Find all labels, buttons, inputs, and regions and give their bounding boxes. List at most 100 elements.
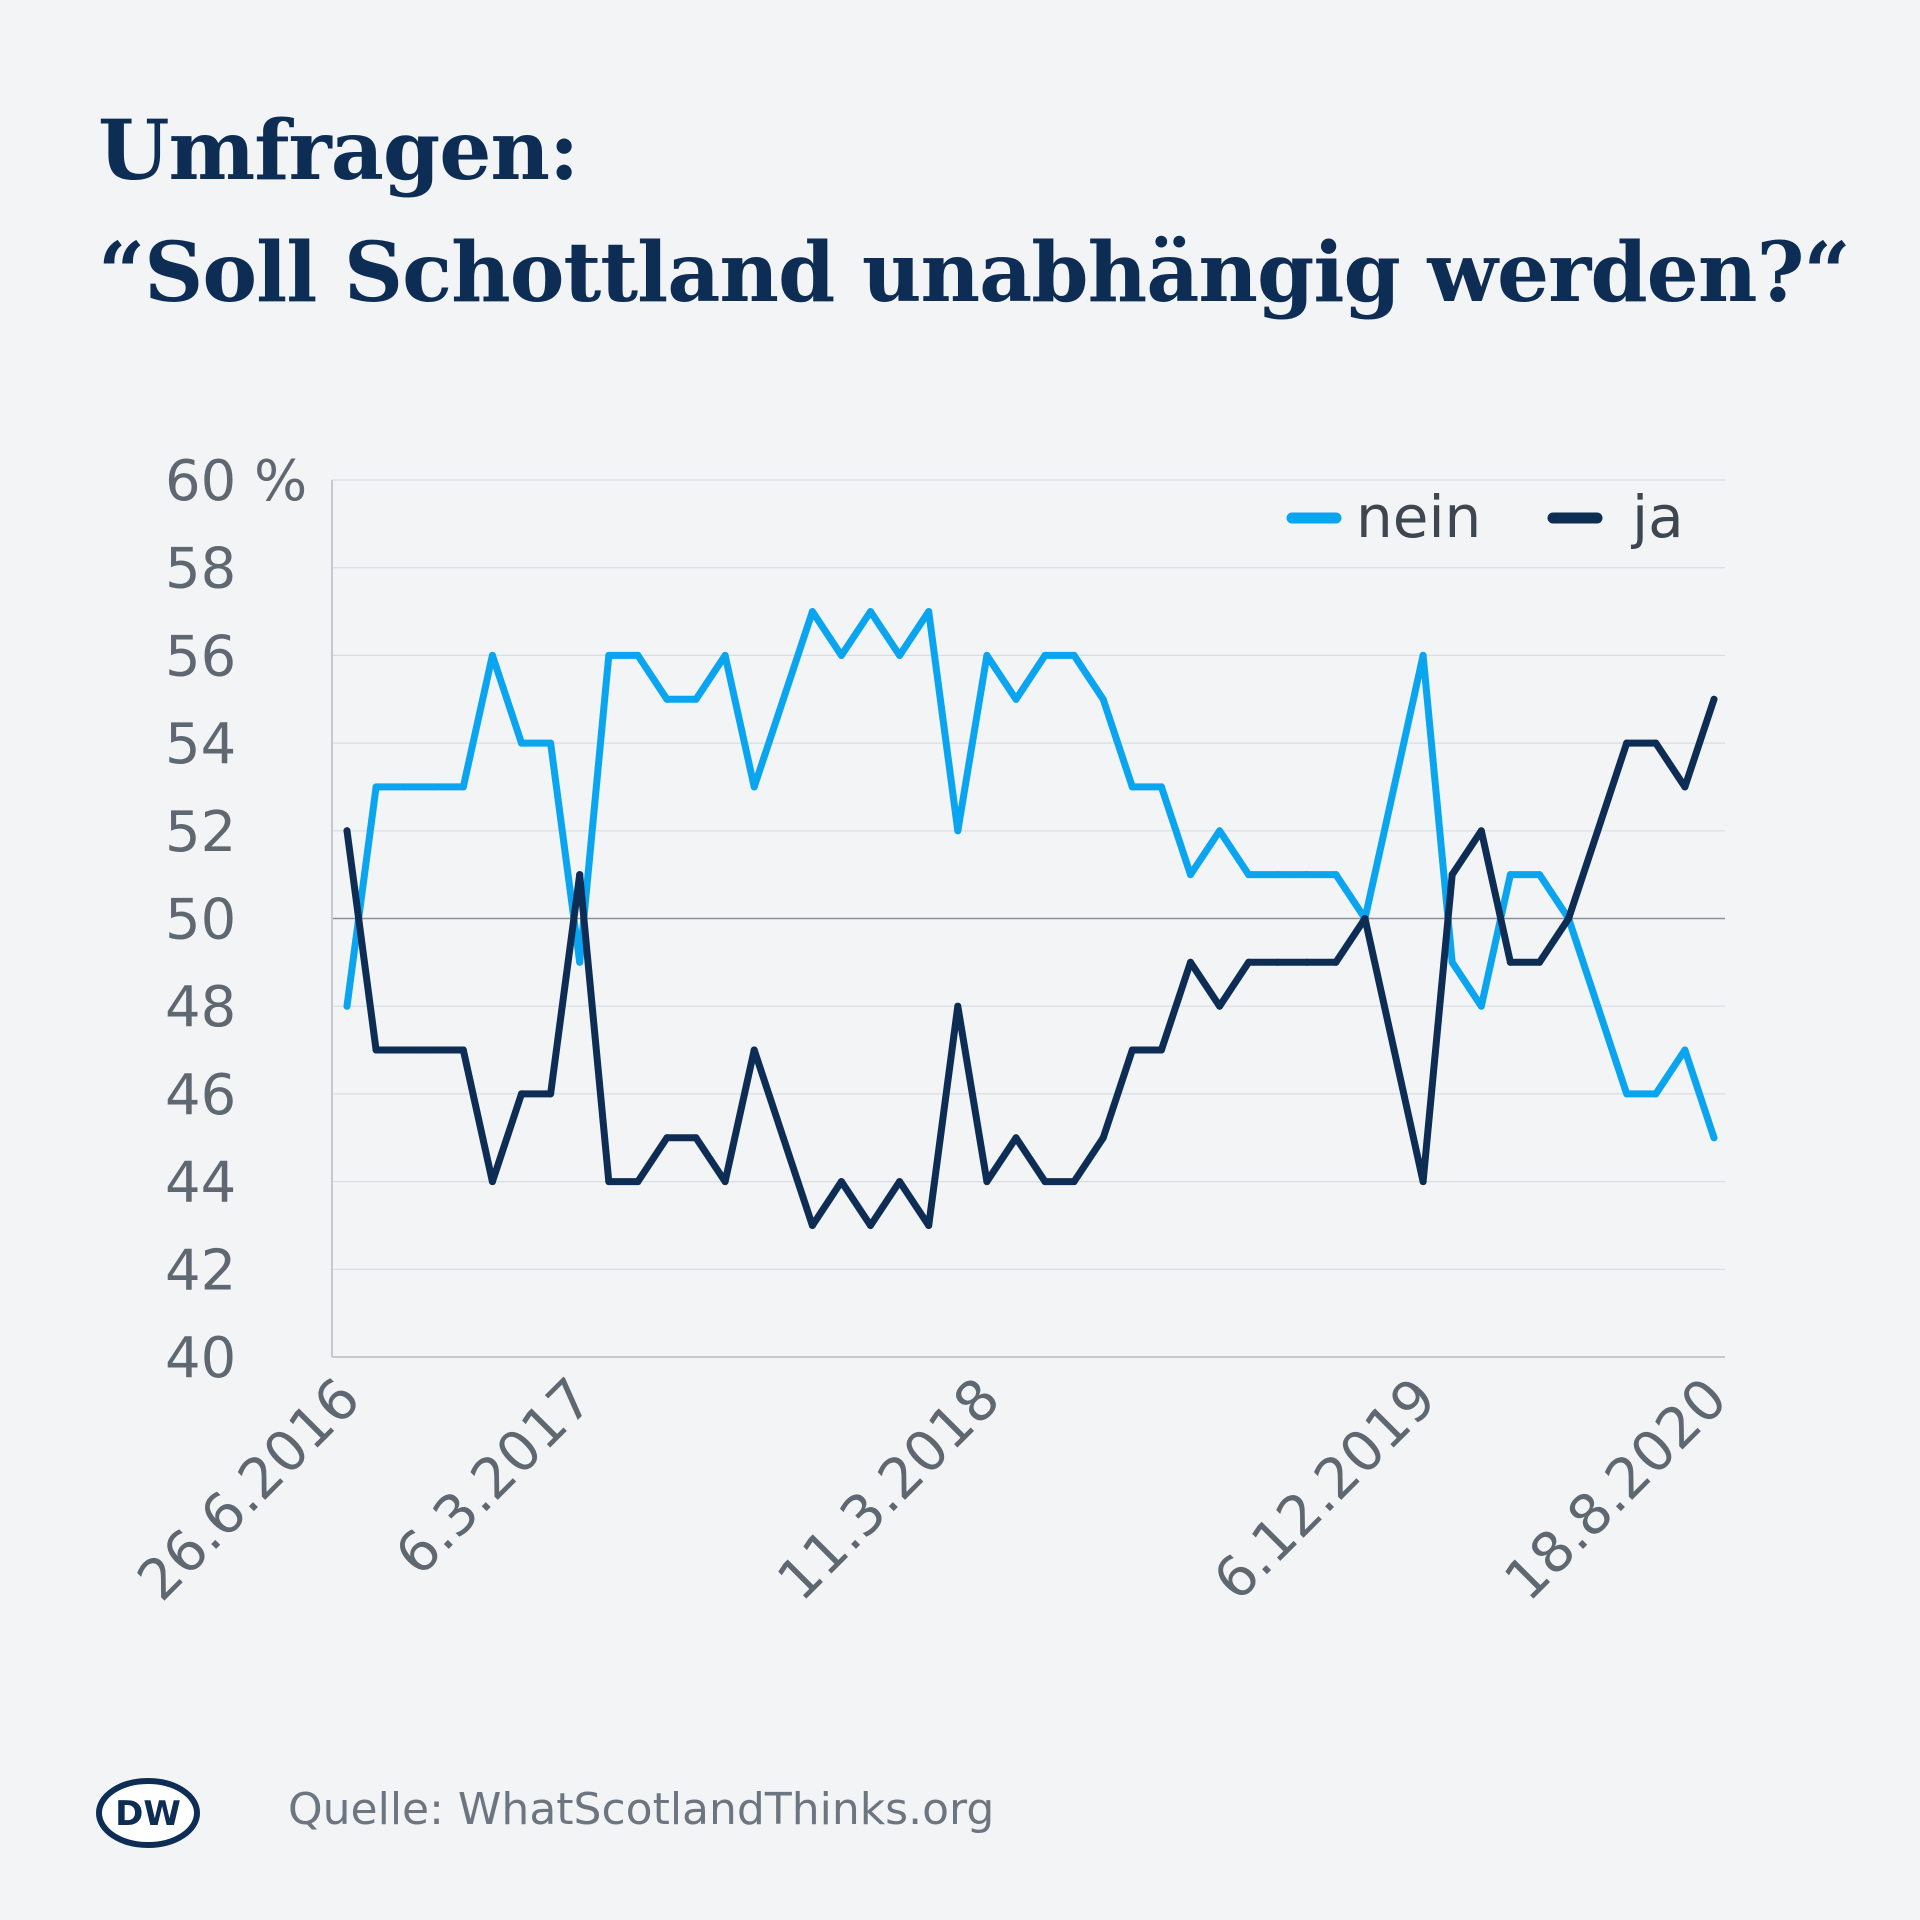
data-point-nein bbox=[779, 695, 787, 703]
chart-title: Umfragen: “Soll Schottland unabhängig we… bbox=[98, 90, 1851, 334]
y-tick-label: 58 bbox=[165, 537, 236, 602]
data-point-ja bbox=[867, 1222, 874, 1229]
data-point-nein bbox=[1681, 1046, 1689, 1054]
data-point-nein bbox=[1594, 1002, 1602, 1010]
legend-label-ja: ja bbox=[1630, 483, 1684, 551]
y-tick-label: 60 % bbox=[165, 449, 307, 514]
data-point-nein bbox=[459, 783, 467, 791]
data-point-nein bbox=[1157, 783, 1165, 791]
data-point-nein bbox=[1274, 871, 1282, 879]
data-point-ja bbox=[1216, 1002, 1224, 1010]
data-point-ja bbox=[605, 1178, 613, 1186]
data-point-nein bbox=[372, 783, 380, 791]
data-point-ja bbox=[547, 1090, 555, 1098]
data-point-ja bbox=[779, 1134, 787, 1142]
data-point-nein bbox=[1012, 695, 1020, 703]
data-point-nein bbox=[605, 651, 613, 659]
y-tick-label: 40 bbox=[165, 1326, 236, 1391]
data-point-nein bbox=[634, 651, 642, 659]
data-point-nein bbox=[1536, 871, 1543, 879]
data-point-ja bbox=[1361, 915, 1369, 922]
data-point-ja bbox=[1157, 1046, 1165, 1054]
data-point-ja bbox=[1652, 739, 1660, 747]
data-point-nein bbox=[1419, 651, 1427, 659]
source-note: Quelle: WhatScotlandThinks.org bbox=[288, 1784, 995, 1835]
y-tick-label: 44 bbox=[165, 1151, 236, 1216]
data-point-ja bbox=[576, 871, 584, 879]
x-tick-label: 6.3.2017 bbox=[383, 1366, 605, 1588]
data-point-ja bbox=[430, 1046, 438, 1054]
data-point-ja bbox=[1681, 783, 1689, 791]
data-point-nein bbox=[867, 608, 874, 616]
y-tick-label: 56 bbox=[165, 624, 236, 689]
data-point-nein bbox=[1390, 783, 1398, 791]
data-point-ja bbox=[954, 1002, 962, 1010]
data-point-ja bbox=[837, 1178, 845, 1186]
data-point-nein bbox=[1623, 1090, 1631, 1098]
data-point-nein bbox=[1506, 871, 1514, 879]
data-point-nein bbox=[1245, 871, 1253, 879]
data-point-ja bbox=[1070, 1178, 1078, 1186]
data-point-ja bbox=[1390, 1046, 1398, 1054]
y-tick-label: 48 bbox=[165, 975, 236, 1040]
chart-title-line-1: Umfragen: bbox=[98, 103, 579, 199]
data-point-ja bbox=[925, 1222, 933, 1229]
data-point-ja bbox=[459, 1046, 467, 1054]
chart-title-line-2: “Soll Schottland unabhängig werden?“ bbox=[98, 225, 1851, 321]
data-point-nein bbox=[692, 695, 700, 703]
data-point-nein bbox=[518, 739, 525, 747]
data-point-ja bbox=[692, 1134, 700, 1142]
data-point-ja bbox=[343, 827, 351, 835]
data-point-nein bbox=[1477, 1002, 1485, 1010]
data-point-nein bbox=[925, 608, 933, 616]
series-lines bbox=[343, 608, 1718, 1229]
dw-logo-text: DW bbox=[115, 1794, 181, 1834]
y-tick-label: 50 bbox=[165, 888, 236, 953]
data-point-nein bbox=[721, 651, 729, 659]
data-point-ja bbox=[721, 1178, 729, 1186]
data-point-nein bbox=[896, 651, 904, 659]
y-axis-tick-labels: 40 42 44 46 48 50 52 54 56 58 60 % bbox=[165, 449, 307, 1391]
x-tick-label: 18.8.2020 bbox=[1492, 1366, 1739, 1613]
data-point-nein bbox=[1099, 695, 1107, 703]
legend-label-nein: nein bbox=[1356, 483, 1481, 551]
data-point-nein bbox=[837, 651, 845, 659]
data-point-nein bbox=[983, 651, 991, 659]
data-point-nein bbox=[1070, 651, 1078, 659]
data-point-nein bbox=[401, 783, 409, 791]
y-tick-label: 54 bbox=[165, 712, 236, 777]
data-point-nein bbox=[954, 827, 962, 835]
x-tick-label: 11.3.2018 bbox=[765, 1366, 1012, 1613]
data-point-ja bbox=[1274, 958, 1282, 966]
data-point-ja bbox=[1332, 958, 1340, 966]
data-point-ja bbox=[1477, 827, 1485, 835]
data-point-ja bbox=[663, 1134, 671, 1142]
data-point-ja bbox=[750, 1046, 758, 1054]
data-point-nein bbox=[663, 695, 671, 703]
data-point-ja bbox=[1448, 871, 1456, 879]
data-point-nein bbox=[808, 608, 816, 616]
x-tick-label: 6.12.2019 bbox=[1202, 1366, 1449, 1613]
data-point-ja bbox=[1419, 1178, 1427, 1186]
data-point-nein bbox=[1303, 871, 1311, 879]
data-point-ja bbox=[488, 1178, 496, 1186]
y-tick-label: 46 bbox=[165, 1063, 236, 1128]
data-point-nein bbox=[1128, 783, 1136, 791]
data-point-ja bbox=[1565, 915, 1573, 922]
data-point-nein bbox=[750, 783, 758, 791]
y-tick-label: 52 bbox=[165, 800, 236, 865]
data-point-nein bbox=[1652, 1090, 1660, 1098]
data-point-nein bbox=[547, 739, 555, 747]
data-point-nein bbox=[343, 1002, 351, 1010]
data-point-ja bbox=[1506, 958, 1514, 966]
data-point-nein bbox=[1332, 871, 1340, 879]
data-point-ja bbox=[1187, 958, 1194, 966]
data-point-nein bbox=[1710, 1134, 1718, 1142]
data-point-nein bbox=[576, 958, 584, 966]
y-tick-label: 42 bbox=[165, 1238, 236, 1303]
data-point-ja bbox=[1128, 1046, 1136, 1054]
data-point-ja bbox=[1303, 958, 1311, 966]
data-point-ja bbox=[896, 1178, 904, 1186]
legend: nein ja bbox=[1286, 483, 1684, 551]
data-point-ja bbox=[634, 1178, 642, 1186]
